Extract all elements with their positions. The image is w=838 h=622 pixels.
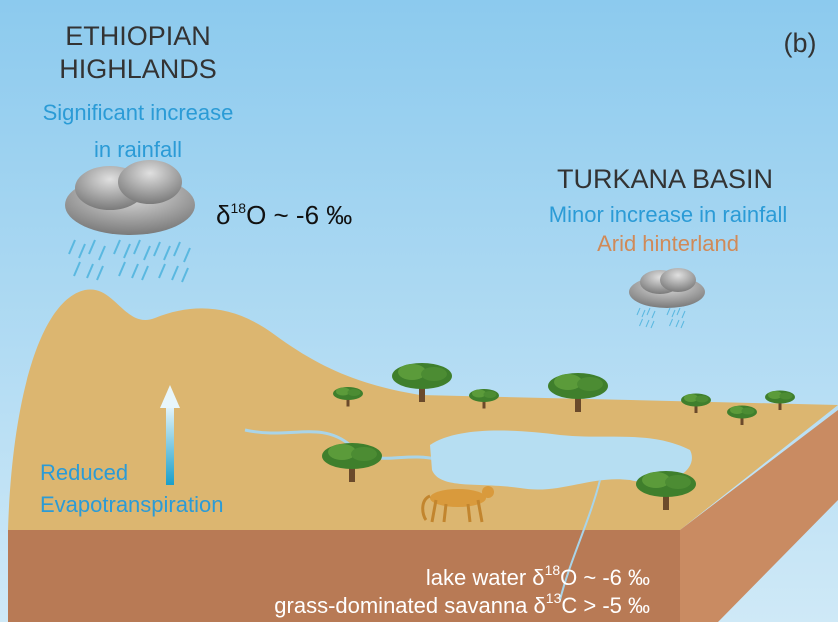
evapotranspiration-label: Reduced: [40, 460, 128, 485]
evapotranspiration-label: Evapotranspiration: [40, 492, 223, 517]
isotope-mass: 18: [545, 562, 561, 578]
region-title: ETHIOPIAN: [65, 21, 211, 51]
panel-label: (b): [784, 28, 817, 58]
lake-water-label: lake water δ18O ~ -6 ‰: [426, 562, 650, 590]
cloud: [629, 268, 705, 308]
label-text: grass-dominated savanna δ: [274, 593, 546, 618]
isotope-text: O ~ -6 ‰: [246, 200, 352, 230]
region-title: TURKANA BASIN: [557, 164, 773, 194]
label-text: C > -5 ‰: [561, 593, 650, 618]
soil-side: [680, 410, 838, 622]
region-title: HIGHLANDS: [59, 54, 217, 84]
isotope-symbol: δ: [216, 200, 230, 230]
cloud: [65, 160, 195, 235]
isotope-label: δ18O ~ -6 ‰: [216, 200, 352, 230]
cheetah: [421, 486, 494, 523]
isotope-mass: 18: [230, 200, 246, 216]
label-text: O ~ -6 ‰: [560, 565, 650, 590]
river: [559, 479, 601, 601]
isotope-mass: 13: [546, 590, 562, 606]
label-text: lake water δ: [426, 565, 545, 590]
arrow: [160, 385, 180, 485]
rainfall-label: Significant increase: [43, 100, 234, 125]
lake: [430, 430, 692, 490]
hinterland-label: Arid hinterland: [597, 231, 739, 256]
rainfall-label: in rainfall: [94, 137, 182, 162]
rainfall-label: Minor increase in rainfall: [549, 202, 787, 227]
savanna-label: grass-dominated savanna δ13C > -5 ‰: [274, 590, 650, 618]
